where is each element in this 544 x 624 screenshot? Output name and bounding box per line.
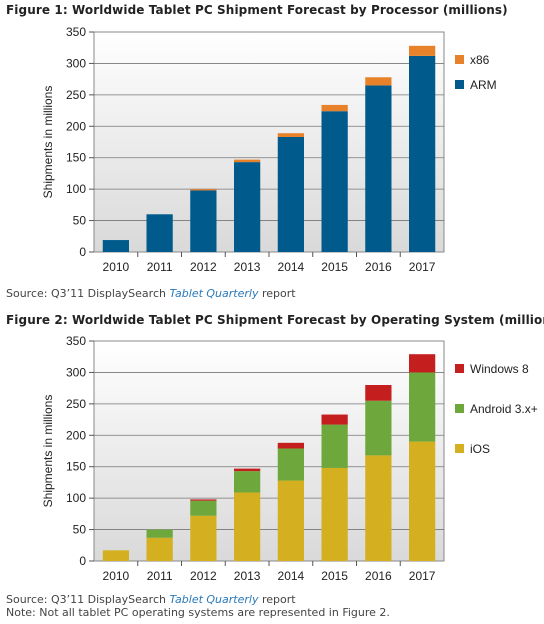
bar-ios-2011 — [146, 537, 173, 561]
bar-x86-2017 — [409, 45, 436, 56]
y-axis-label: Shipments in millions — [41, 395, 55, 508]
legend-label-android-3-x: Android 3.x+ — [470, 402, 538, 416]
y-tick-label: 250 — [66, 88, 86, 102]
figure1-title: Figure 1: Worldwide Tablet PC Shipment F… — [6, 3, 508, 17]
legend-swatch-android-3-x — [455, 404, 464, 413]
y-tick-label: 0 — [79, 245, 86, 259]
figure2-source-prefix: Source: Q3’11 DisplaySearch — [6, 593, 170, 606]
figure2-source-suffix: report — [258, 593, 296, 606]
bar-arm-2015 — [321, 111, 348, 252]
bar-arm-2016 — [365, 85, 392, 252]
legend-label-x86: x86 — [470, 53, 490, 67]
x-tick-label: 2010 — [103, 260, 130, 274]
bar-android-3-x-2015 — [321, 424, 348, 468]
bar-x86-2015 — [321, 104, 348, 112]
bar-ios-2015 — [321, 467, 348, 561]
bar-android-3-x-2011 — [146, 529, 173, 538]
y-tick-label: 100 — [66, 491, 86, 505]
x-tick-label: 2016 — [365, 260, 392, 274]
legend-label-arm: ARM — [470, 78, 497, 92]
bar-android-3-x-2016 — [365, 400, 392, 456]
x-tick-label: 2011 — [147, 260, 173, 274]
x-tick-label: 2014 — [278, 569, 305, 583]
bar-ios-2016 — [365, 455, 392, 561]
bar-windows-8-2012 — [190, 499, 217, 501]
x-tick-label: 2013 — [234, 569, 261, 583]
bar-ios-2013 — [234, 492, 261, 561]
y-tick-label: 200 — [66, 119, 86, 133]
figure1-source-suffix: report — [258, 287, 296, 300]
bar-arm-2012 — [190, 190, 217, 252]
bar-x86-2013 — [234, 159, 261, 163]
x-tick-label: 2016 — [365, 569, 392, 583]
y-tick-label: 300 — [66, 365, 86, 379]
figure1-source: Source: Q3’11 DisplaySearch Tablet Quart… — [6, 287, 296, 300]
bar-arm-2013 — [234, 162, 261, 252]
bar-windows-8-2017 — [409, 354, 436, 373]
legend-swatch-windows-8 — [455, 364, 464, 373]
legend-swatch-x86 — [455, 55, 464, 64]
chart-processor: 0 50 100 150 200 250 300 350 Shipments in millio… — [41, 25, 497, 274]
x-tick-label: 2011 — [147, 569, 173, 583]
legend-label-ios: iOS — [470, 442, 490, 456]
bar-ios-2010 — [102, 550, 129, 561]
bar-windows-8-2015 — [321, 414, 348, 425]
bar-windows-8-2014 — [277, 442, 304, 449]
bar-ios-2012 — [190, 515, 217, 561]
x-tick-label: 2014 — [278, 260, 305, 274]
x-tick-label: 2013 — [234, 260, 261, 274]
bar-ios-2017 — [409, 441, 436, 561]
bar-windows-8-2016 — [365, 385, 392, 401]
bar-android-3-x-2013 — [234, 471, 261, 493]
y-tick-label: 300 — [66, 56, 86, 70]
bar-x86-2014 — [277, 133, 304, 137]
y-tick-label: 350 — [66, 334, 86, 348]
y-tick-label: 350 — [66, 25, 86, 39]
bar-x86-2016 — [365, 77, 392, 86]
figure2-note: Note: Not all tablet PC operating system… — [6, 606, 390, 619]
legend-swatch-arm — [455, 80, 464, 89]
bar-arm-2017 — [409, 55, 436, 253]
bar-arm-2010 — [102, 240, 129, 252]
x-tick-label: 2010 — [103, 569, 130, 583]
bar-arm-2011 — [146, 214, 173, 252]
bar-ios-2014 — [277, 480, 304, 561]
x-tick-label: 2012 — [190, 260, 217, 274]
figure2-source-publication[interactable]: Tablet Quarterly — [169, 593, 259, 606]
bar-android-3-x-2014 — [277, 448, 304, 481]
y-tick-label: 0 — [79, 554, 86, 568]
y-tick-label: 150 — [66, 460, 86, 474]
y-tick-label: 250 — [66, 397, 86, 411]
y-tick-label: 200 — [66, 428, 86, 442]
figure2-source: Source: Q3’11 DisplaySearch Tablet Quart… — [6, 593, 296, 606]
y-tick-label: 50 — [73, 214, 87, 228]
y-axis-label: Shipments in millions — [41, 86, 55, 199]
y-tick-label: 50 — [73, 523, 87, 537]
figure1-source-publication[interactable]: Tablet Quarterly — [169, 287, 259, 300]
legend-label-windows-8: Windows 8 — [470, 362, 529, 376]
figure2-title: Figure 2: Worldwide Tablet PC Shipment F… — [6, 313, 544, 327]
y-tick-label: 100 — [66, 182, 86, 196]
y-tick-label: 150 — [66, 151, 86, 165]
x-tick-label: 2017 — [409, 569, 436, 583]
bar-x86-2012 — [190, 189, 217, 191]
chart-operating-system: 0 50 100 150 200 250 300 350 Shipments in millio… — [41, 334, 538, 583]
bar-android-3-x-2012 — [190, 500, 217, 516]
legend-swatch-ios — [455, 444, 464, 453]
x-tick-label: 2017 — [409, 260, 436, 274]
x-tick-label: 2012 — [190, 569, 217, 583]
bar-windows-8-2013 — [234, 468, 261, 472]
figure1-source-prefix: Source: Q3’11 DisplaySearch — [6, 287, 170, 300]
bar-arm-2014 — [277, 136, 304, 252]
bar-android-3-x-2017 — [409, 372, 436, 442]
x-tick-label: 2015 — [321, 260, 348, 274]
x-tick-label: 2015 — [321, 569, 348, 583]
